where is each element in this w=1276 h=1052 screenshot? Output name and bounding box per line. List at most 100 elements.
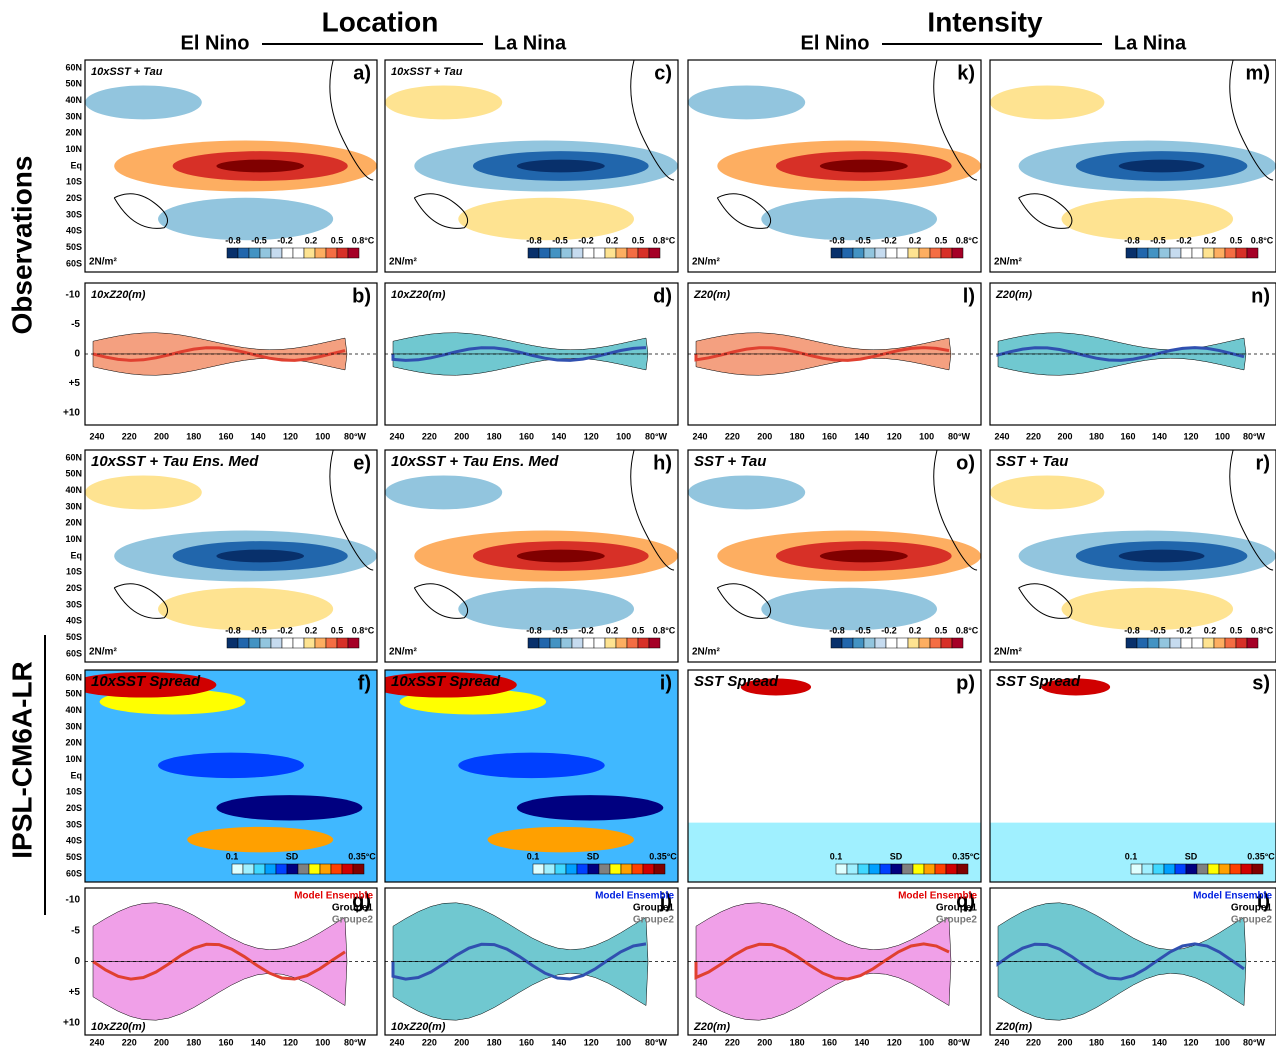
colorbar-cell xyxy=(281,637,294,649)
lon-tick-label: 100 xyxy=(315,431,330,441)
colorbar-cell xyxy=(1147,247,1160,259)
lon-tick-label: 220 xyxy=(725,1037,740,1047)
panel: 0.1 SD 0.35°C i) 10xSST Spread xyxy=(384,669,679,883)
lon-tick-label: 160 xyxy=(519,1037,534,1047)
lat-tick-label: 10N xyxy=(65,534,82,544)
colorbar-cell xyxy=(620,863,633,875)
lon-tick-label: 240 xyxy=(994,431,1009,441)
colorbar-label: 0.5 xyxy=(331,625,344,635)
colorbar-cell xyxy=(945,863,958,875)
colorbar-label: 0.5 xyxy=(632,235,645,245)
colorbar-cell xyxy=(604,637,617,649)
colorbar-cell xyxy=(248,247,261,259)
colorbar-cell xyxy=(1130,863,1143,875)
lon-tick-label: 180 xyxy=(1089,431,1104,441)
panel-label: 10xSST Spread xyxy=(391,673,501,690)
colorbar-cell xyxy=(626,247,639,259)
panel-letter: d) xyxy=(653,285,672,307)
colorbar-label: 0.2 xyxy=(305,235,318,245)
legend-entry: Model Ensemble xyxy=(595,891,674,902)
colorbar-cell xyxy=(1196,863,1209,875)
colorbar-cell xyxy=(1251,863,1264,875)
depth-tick-label: +5 xyxy=(69,378,81,389)
lon-tick-label: 80°W xyxy=(1243,1037,1266,1047)
lat-tick-label: 30S xyxy=(66,209,82,219)
panel-label: Z20(m) xyxy=(693,1021,730,1033)
ensemble-core xyxy=(694,942,950,981)
anomaly xyxy=(385,475,503,510)
panel-letter: l) xyxy=(963,285,975,307)
anomaly xyxy=(688,85,806,120)
panel-label: 10xZ20(m) xyxy=(391,289,446,301)
lat-tick-label: 50N xyxy=(65,469,82,479)
colorbar-label: -0.8 xyxy=(829,235,845,245)
colorbar-label: -0.2 xyxy=(881,625,897,635)
colorbar-cell xyxy=(308,863,321,875)
colorbar-label: -0.2 xyxy=(277,625,293,635)
panel-content xyxy=(85,60,377,241)
header-right: La Nina xyxy=(494,32,567,54)
colorbar-label: -0.8 xyxy=(526,625,542,635)
anomaly xyxy=(158,587,334,631)
anomaly xyxy=(85,475,202,510)
panel-frame xyxy=(989,282,1276,426)
lon-tick-label: 80°W xyxy=(645,1037,668,1047)
colorbar-cell xyxy=(598,863,611,875)
lon-tick-label: 120 xyxy=(584,1037,599,1047)
depth-tick-label: -5 xyxy=(71,925,80,936)
colorbar-cell xyxy=(951,637,964,649)
panel: 0.1 SD 0.35°C s) SST Spread xyxy=(989,669,1276,883)
colorbar-cell xyxy=(863,637,876,649)
anomaly xyxy=(458,587,635,631)
panel-content xyxy=(391,902,649,1021)
colorbar-cell xyxy=(270,247,283,259)
lon-tick-label: 200 xyxy=(454,431,469,441)
colorbar-label: 0.8°C xyxy=(653,235,676,245)
envelope xyxy=(392,961,649,1021)
lat-tick-label: 50N xyxy=(65,79,82,89)
lat-tick-label: 20N xyxy=(65,128,82,138)
lon-tick-label: 100 xyxy=(616,1037,631,1047)
colorbar-cell xyxy=(532,863,545,875)
colorbar-cell xyxy=(1180,637,1193,649)
lon-tick-label: 180 xyxy=(790,431,805,441)
colorbar-cell xyxy=(609,863,622,875)
anomaly xyxy=(1061,197,1234,241)
panel-frame xyxy=(84,887,378,1036)
envelope xyxy=(695,353,952,376)
lon-tick-label: 120 xyxy=(1183,431,1198,441)
anomaly xyxy=(1118,159,1205,173)
lon-tick-label: 200 xyxy=(757,431,772,441)
colorbar-label: -0.8 xyxy=(1124,235,1140,245)
lon-tick-label: 100 xyxy=(1215,431,1230,441)
colorbar-label: -0.8 xyxy=(1124,625,1140,635)
lon-tick-label: 160 xyxy=(218,1037,233,1047)
lon-tick-label: 120 xyxy=(283,1037,298,1047)
panel-label: SST + Tau xyxy=(996,453,1068,470)
colorbar-cell xyxy=(1125,247,1138,259)
colorbar-label: 0.5 xyxy=(331,235,344,245)
colorbar-cell xyxy=(918,247,931,259)
colorbar-cell xyxy=(940,637,953,649)
colorbar-cell xyxy=(341,863,354,875)
colorbar-label: 0.35°C xyxy=(1247,851,1275,861)
colorbar-cell xyxy=(923,863,936,875)
panel-label: SST Spread xyxy=(996,673,1081,690)
panel-frame xyxy=(84,449,378,663)
panel-label: 10xSST Spread xyxy=(91,673,201,690)
colorbar-label: -0.2 xyxy=(1176,625,1192,635)
lon-tick-label: 180 xyxy=(487,431,502,441)
colorbar-cell xyxy=(896,247,909,259)
lon-tick-label: 240 xyxy=(389,431,404,441)
panel-letter: q) xyxy=(956,890,975,912)
colorbar-label: -0.5 xyxy=(552,625,568,635)
colorbar-label: -0.5 xyxy=(251,235,267,245)
panel-content xyxy=(688,60,981,241)
lat-tick-label: 50N xyxy=(65,689,82,699)
colorbar-cell xyxy=(270,637,283,649)
colorbar-cell xyxy=(1136,247,1149,259)
colorbar-cell xyxy=(303,637,316,649)
lat-tick-label: 10S xyxy=(66,177,82,187)
panel-label: SST + Tau xyxy=(694,453,766,470)
